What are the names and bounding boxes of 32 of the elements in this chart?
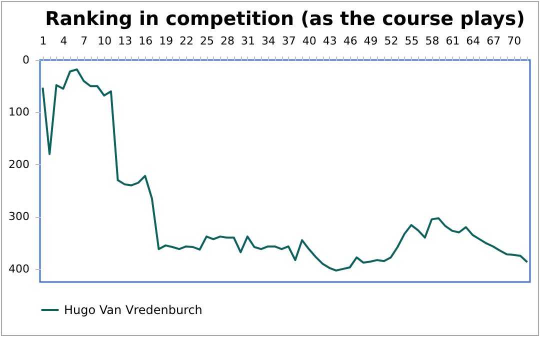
x-tick-label: 70: [507, 34, 522, 48]
x-tick-label: 10: [98, 34, 112, 48]
x-tick-label: 31: [240, 34, 255, 48]
x-tick-label: 19: [159, 34, 174, 48]
chart-title: Ranking in competition (as the course plays): [45, 8, 525, 30]
x-tick-label: 49: [364, 34, 378, 48]
legend-label: Hugo Van Vredenburch: [64, 303, 202, 317]
y-tick-label: 400: [8, 262, 30, 276]
x-tick-label: 64: [466, 34, 480, 48]
x-tick-label: 61: [446, 34, 460, 48]
x-tick-label: 1: [40, 34, 47, 48]
x-tick-label: 13: [118, 34, 132, 48]
line-series: [42, 68, 528, 272]
x-tick-label: 67: [486, 34, 501, 48]
x-tick-label: 37: [282, 34, 296, 48]
x-tick-label: 55: [404, 34, 419, 48]
y-tick-label: 300: [8, 210, 30, 224]
x-tick-label: 43: [322, 34, 337, 48]
y-tick-label: 100: [8, 106, 30, 119]
x-tick-label: 7: [80, 34, 88, 48]
x-tick-label: 4: [60, 34, 68, 48]
x-tick-label: 40: [302, 34, 316, 48]
x-tick-label: 25: [200, 34, 214, 48]
x-tick-label: 52: [384, 34, 398, 48]
y-tick-label: 200: [8, 158, 30, 171]
y-tick-label: 0: [22, 54, 30, 66]
x-tick-label: 22: [180, 34, 194, 48]
x-tick-label: 28: [220, 34, 234, 48]
x-tick-label: 58: [425, 34, 440, 48]
x-tick-label: 34: [261, 34, 276, 48]
x-tick-label: 16: [138, 34, 153, 48]
x-tick-label: 46: [343, 34, 358, 48]
